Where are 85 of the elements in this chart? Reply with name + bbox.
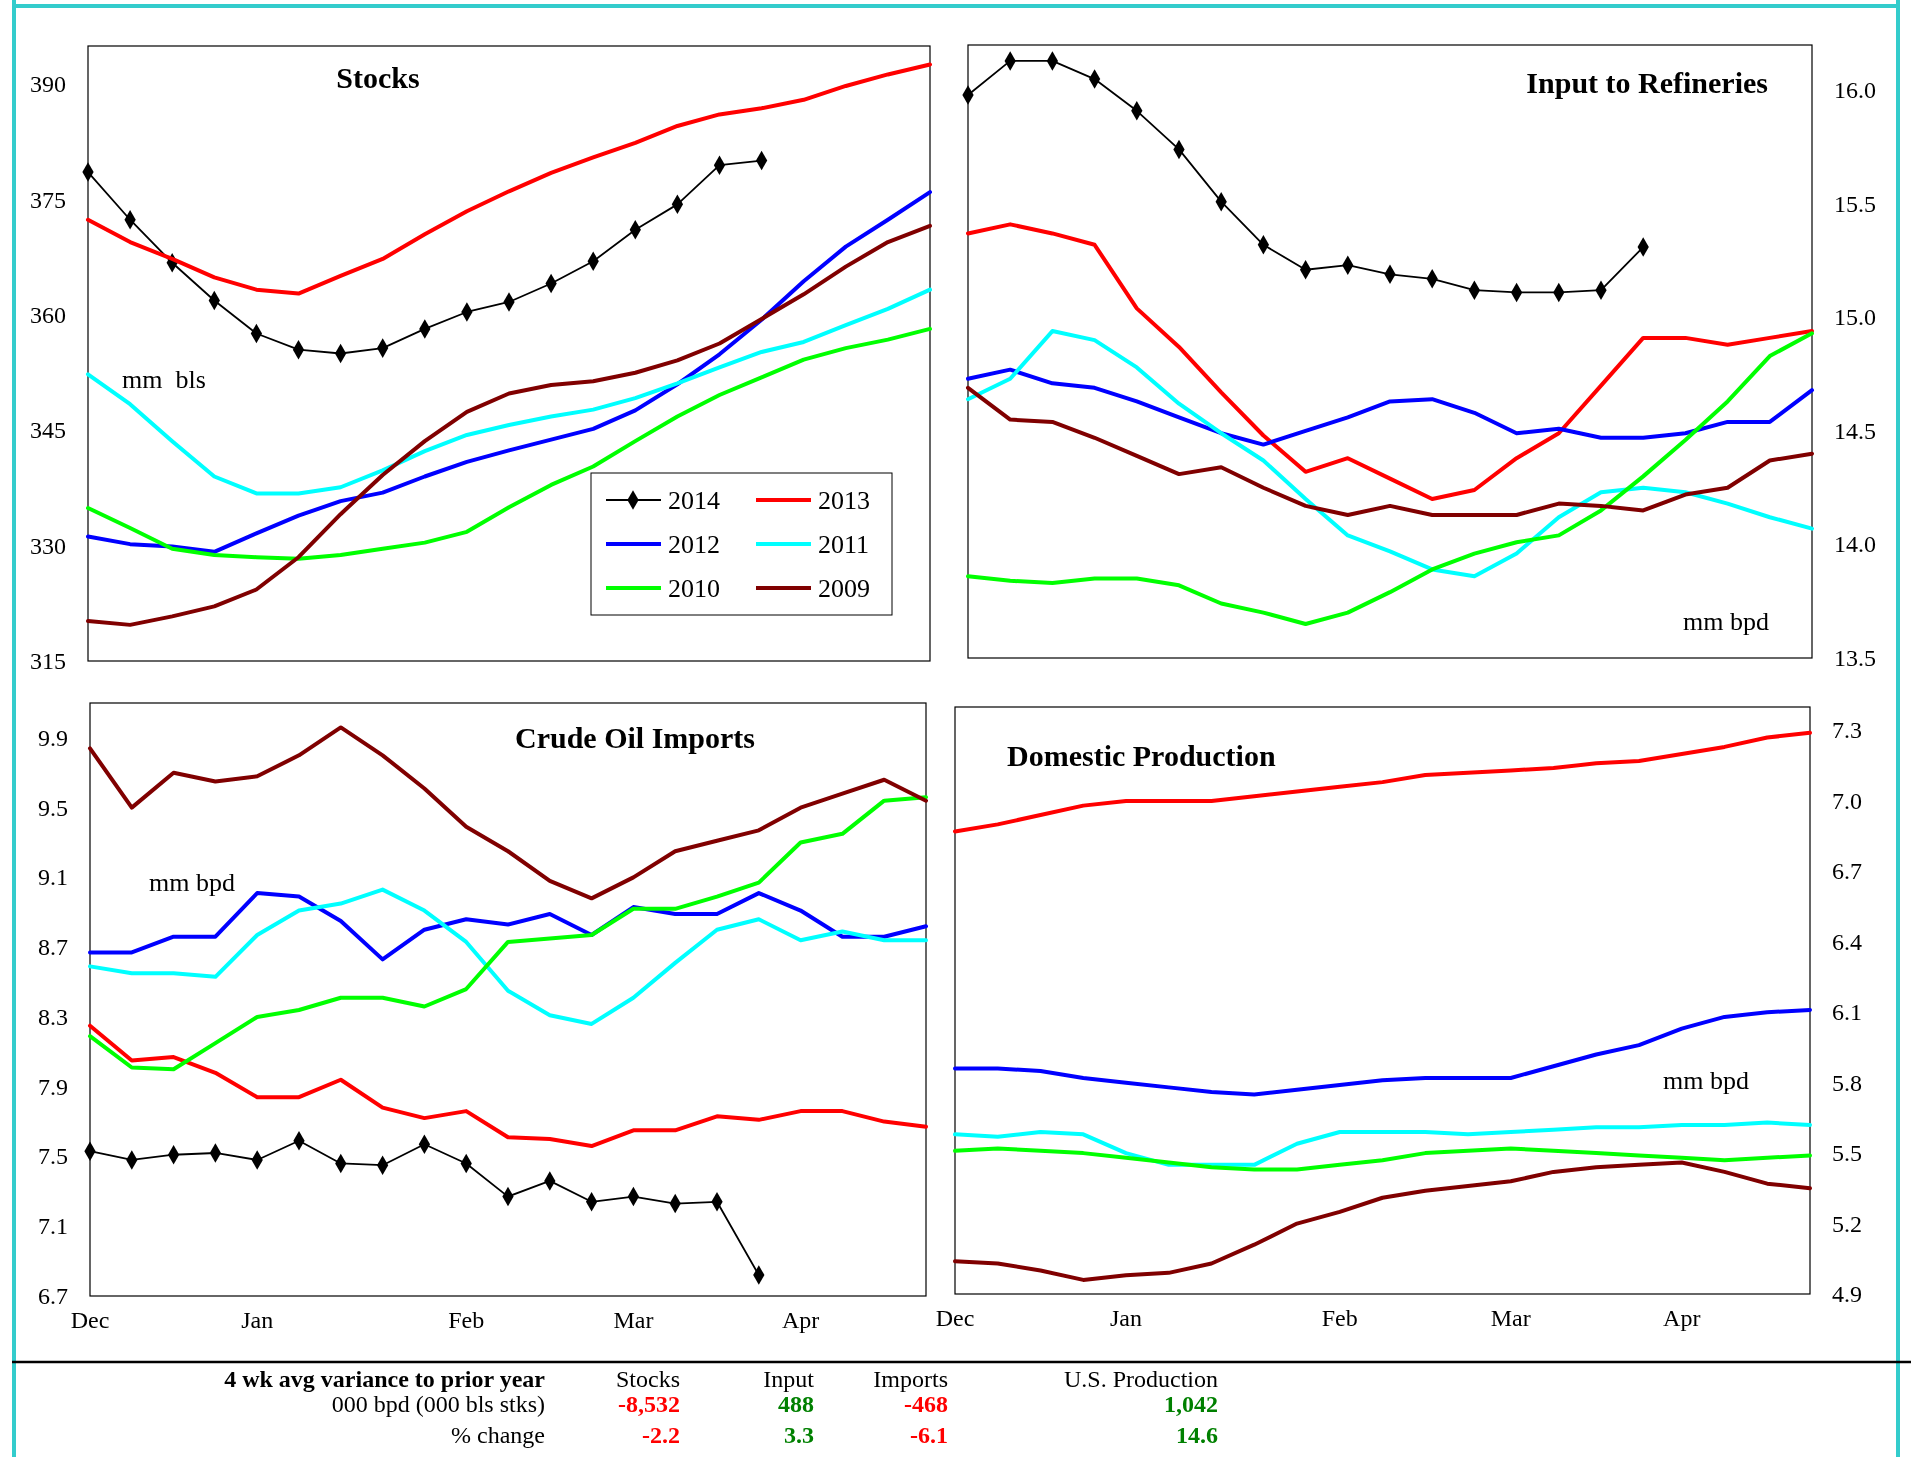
line-series: [953, 1160, 1812, 1282]
legend-label: 2013: [818, 486, 870, 515]
text: % change: [451, 1422, 545, 1448]
line-series: [953, 1146, 1812, 1172]
y-tick-label: 15.0: [1834, 304, 1876, 331]
y-axis-title: mm bls: [122, 365, 206, 394]
category-label: Imports: [873, 1366, 948, 1392]
line-series: [966, 222, 1814, 502]
line-series: [86, 326, 932, 561]
y-tick-label: 6.4: [1832, 928, 1862, 955]
y-tick-label: 330: [30, 532, 66, 559]
y-tick-label: 14.0: [1834, 531, 1876, 558]
data-label: -6.1: [910, 1422, 948, 1448]
text: Crude Oil Imports: [515, 721, 755, 754]
legend-label: 2011: [818, 530, 870, 559]
line-series: [86, 62, 932, 296]
line-series: [966, 367, 1814, 447]
category-label: Stocks: [615, 1366, 680, 1392]
y-tick-label: 6.7: [38, 1283, 68, 1309]
x-tick-label: Feb: [448, 1307, 485, 1333]
line-series: [953, 730, 1812, 834]
y-tick-label: 7.0: [1832, 787, 1862, 814]
line-series: [86, 190, 932, 554]
x-tick-label: Jan: [1110, 1305, 1142, 1331]
data-label: 14.6: [1176, 1422, 1218, 1448]
y-tick-label: 7.9: [38, 1073, 68, 1100]
data-label: 488: [778, 1391, 814, 1417]
y-tick-label: 7.3: [1832, 717, 1862, 744]
line-series: [966, 329, 1814, 579]
text: 4 wk avg variance to prior year: [224, 1366, 546, 1392]
legend-label: 2010: [668, 574, 720, 603]
x-tick-label: Dec: [70, 1307, 110, 1333]
x-tick-label: Jan: [241, 1307, 274, 1333]
y-axis-title: mm bpd: [1663, 1066, 1749, 1095]
text: Input to Refineries: [1526, 66, 1768, 99]
y-tick-label: 8.3: [38, 1003, 68, 1030]
y-tick-label: 5.8: [1832, 1069, 1862, 1096]
line-series: [86, 223, 932, 627]
data-label: -2.2: [642, 1422, 680, 1448]
y-tick-label: 9.9: [38, 724, 68, 751]
y-tick-label: 315: [30, 648, 66, 674]
y-tick-label: 16.0: [1834, 77, 1876, 104]
y-tick-label: 5.5: [1832, 1140, 1862, 1167]
y-tick-label: 8.7: [38, 934, 68, 961]
y-tick-label: 15.5: [1834, 190, 1876, 217]
x-tick-label: Apr: [1663, 1305, 1701, 1331]
data-label: -8,532: [618, 1391, 680, 1417]
line-series: [88, 795, 928, 1072]
y-axis-title: mm bpd: [149, 868, 235, 897]
data-label: -468: [904, 1391, 948, 1417]
x-tick-label: Apr: [781, 1307, 820, 1333]
legend-label: 2009: [818, 574, 870, 603]
x-tick-label: Feb: [1321, 1305, 1358, 1331]
legend-label: 2014: [668, 486, 720, 515]
y-tick-label: 6.7: [1832, 858, 1862, 885]
y-tick-label: 14.5: [1834, 417, 1876, 444]
x-tick-label: Mar: [613, 1307, 654, 1333]
category-label: Input: [763, 1366, 815, 1392]
data-label: 1,042: [1164, 1391, 1218, 1417]
y-tick-label: 9.1: [38, 864, 68, 891]
data-label: 3.3: [784, 1422, 814, 1448]
y-tick-label: 7.1: [38, 1213, 68, 1240]
y-tick-label: 375: [30, 186, 66, 213]
y-tick-label: 5.2: [1832, 1210, 1862, 1237]
y-tick-label: 360: [30, 302, 66, 329]
y-tick-label: 345: [30, 417, 66, 444]
line-series: [88, 725, 928, 901]
y-tick-label: 4.9: [1832, 1281, 1862, 1307]
y-tick-label: 13.5: [1834, 645, 1876, 671]
legend-label: 2012: [668, 530, 720, 559]
line-series: [953, 1120, 1812, 1167]
y-tick-label: 9.5: [38, 794, 68, 821]
y-tick-label: 390: [30, 71, 66, 98]
y-tick-label: 7.5: [38, 1143, 68, 1170]
line-series: [88, 1023, 928, 1149]
text: Stocks: [336, 61, 420, 94]
line-series: [966, 385, 1814, 517]
x-tick-label: Dec: [935, 1305, 975, 1331]
y-tick-label: 6.1: [1832, 999, 1862, 1026]
x-tick-label: Mar: [1490, 1305, 1531, 1331]
y-axis-title: mm bpd: [1683, 607, 1769, 636]
category-label: U.S. Production: [1063, 1366, 1218, 1392]
text: 000 bpd (000 bls stks): [331, 1391, 545, 1417]
text: Domestic Production: [1007, 739, 1276, 772]
line-series: [953, 1007, 1812, 1097]
